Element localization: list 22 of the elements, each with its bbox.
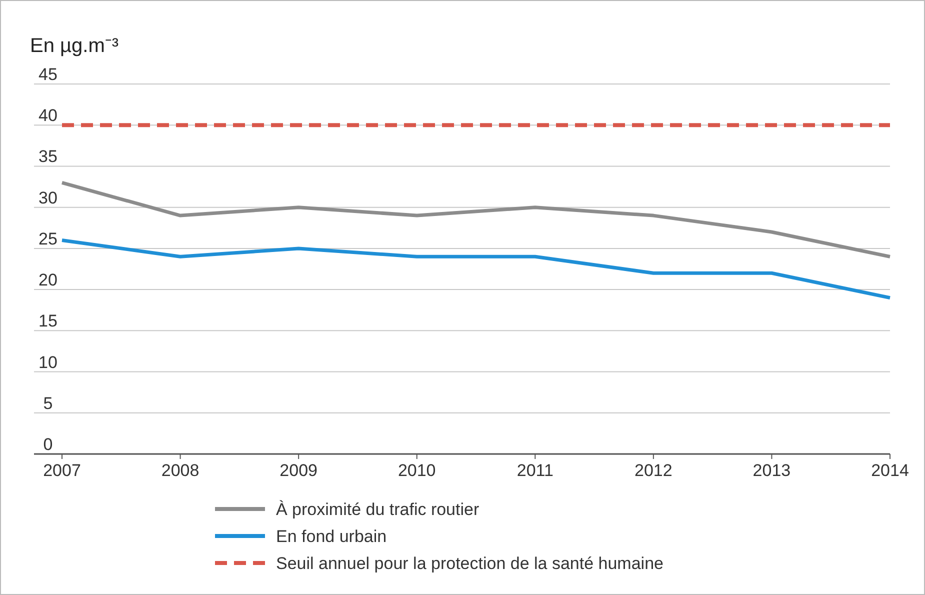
x-tick-label: 2009 xyxy=(280,461,318,480)
legend-label: À proximité du trafic routier xyxy=(276,500,480,519)
y-tick-label: 20 xyxy=(38,270,58,290)
legend-label: En fond urbain xyxy=(276,527,387,546)
y-tick-label: 45 xyxy=(38,65,58,84)
y-axis-title: En µg.m⁻³ xyxy=(30,35,119,57)
y-tick-label: 15 xyxy=(38,312,58,331)
x-tick-label: 2013 xyxy=(752,461,791,480)
x-tick-label: 2011 xyxy=(516,461,554,480)
x-tick-label: 2010 xyxy=(398,461,436,480)
x-tick-label: 2012 xyxy=(634,461,672,480)
y-tick-label: 10 xyxy=(38,352,58,372)
y-tick-label: 30 xyxy=(38,188,58,208)
x-tick-label: 2007 xyxy=(43,461,81,480)
legend-label: Seuil annuel pour la protection de la santé humaine xyxy=(276,554,664,573)
y-tick-label: 5 xyxy=(43,394,53,413)
x-tick-label: 2014 xyxy=(871,461,909,480)
y-tick-label: 0 xyxy=(43,435,53,454)
y-tick-label: 40 xyxy=(38,106,58,126)
y-tick-label: 35 xyxy=(38,147,58,166)
x-tick-label: 2008 xyxy=(161,461,200,480)
y-tick-label: 25 xyxy=(38,229,58,248)
